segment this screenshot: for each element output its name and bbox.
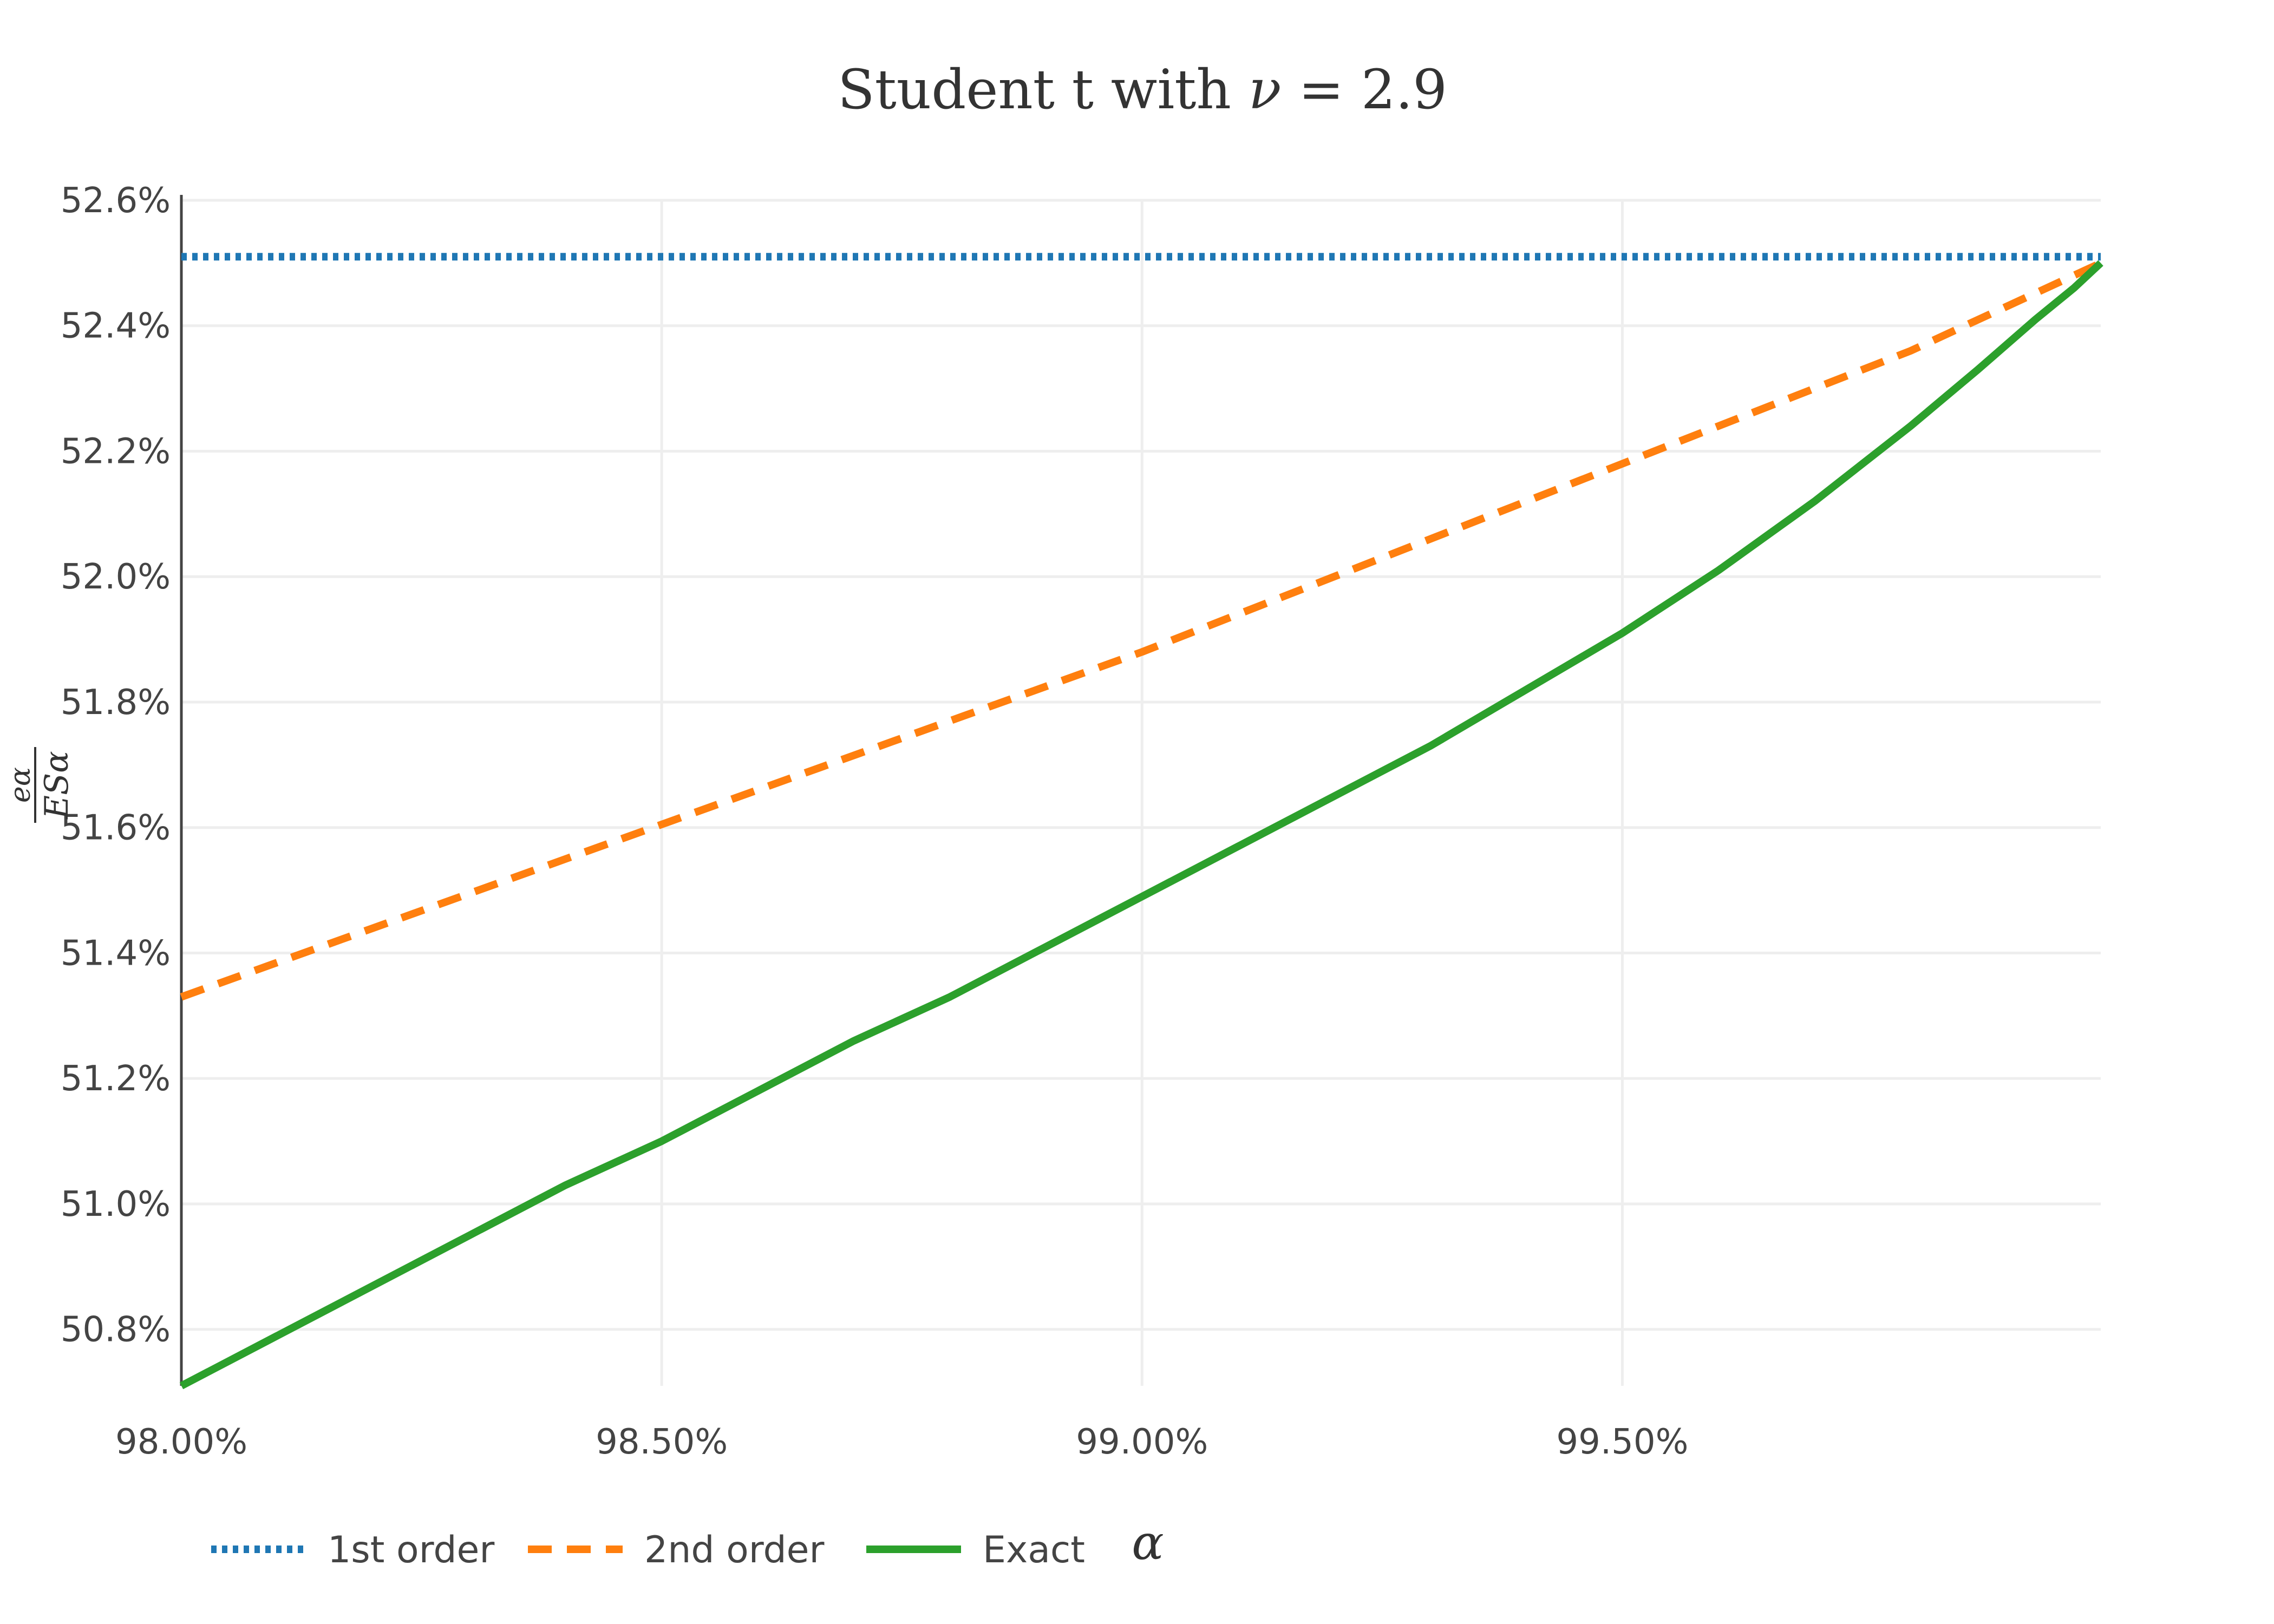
y-axis-label-denominator: ESα (38, 751, 76, 819)
y-tick-label: 51.4% (61, 933, 171, 973)
x-axis-label: α (1132, 1515, 1164, 1570)
x-tick-label: 98.50% (596, 1422, 728, 1462)
chart-title: Student t with ν = 2.9 (838, 58, 1447, 121)
y-tick-label: 52.6% (61, 181, 171, 221)
x-tick-labels: 98.00% 98.50% 99.00% 99.50% (115, 1422, 1688, 1462)
y-tick-labels: 50.8% 51.0% 51.2% 51.4% 51.6% 51.8% 52.0% 52.2%… (61, 181, 171, 1350)
y-gridlines (181, 199, 2101, 1331)
x-tick-label: 99.00% (1076, 1422, 1208, 1462)
y-axis-label-numerator: eα (4, 767, 37, 803)
y-tick-label: 51.8% (61, 683, 171, 723)
x-gridlines (660, 200, 1624, 1386)
series-layer (179, 253, 2103, 1390)
legend: 1st order 2nd order Exact (211, 1529, 1085, 1571)
legend-label-2nd-order: 2nd order (644, 1529, 825, 1571)
legend-label-1st-order: 1st order (328, 1529, 494, 1571)
x-tick-label: 99.50% (1556, 1422, 1688, 1462)
y-tick-label: 51.2% (61, 1059, 171, 1099)
series-line-exact (179, 260, 2103, 1390)
y-tick-label: 52.4% (61, 306, 171, 346)
chart-title-prefix: Student t with (838, 58, 1249, 121)
chart-title-var: ν (1249, 58, 1282, 121)
y-tick-label: 51.0% (61, 1184, 171, 1224)
legend-label-exact: Exact (983, 1529, 1085, 1571)
x-tick-label: 98.00% (115, 1422, 247, 1462)
y-axis-label: eα ESα (4, 747, 76, 823)
series-line-2nd-order (180, 259, 2102, 1001)
y-tick-label: 50.8% (61, 1310, 171, 1350)
chart-title-rest: = 2.9 (1281, 58, 1447, 121)
y-tick-label: 52.0% (61, 557, 171, 597)
y-tick-label: 52.2% (61, 431, 171, 472)
y-tick-label: 51.6% (61, 808, 171, 848)
